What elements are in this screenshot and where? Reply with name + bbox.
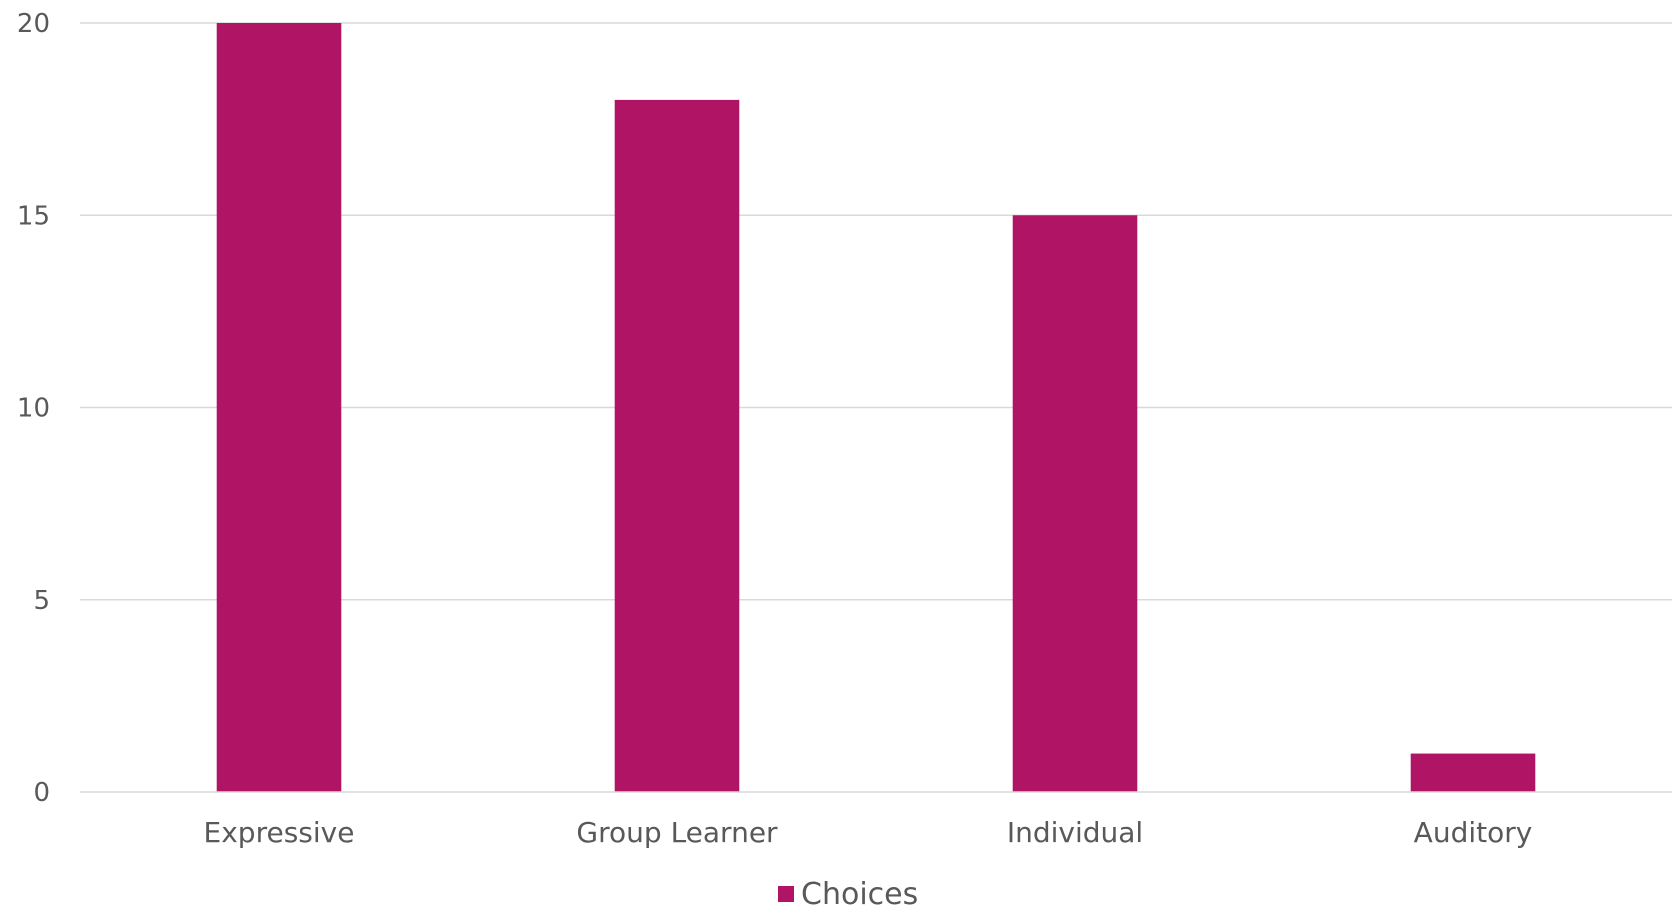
y-tick-label: 15	[17, 201, 50, 231]
y-tick-label: 10	[17, 394, 50, 424]
bar	[1410, 753, 1536, 792]
x-tick-label: Auditory	[1414, 816, 1533, 849]
legend-label: Choices	[801, 877, 918, 912]
y-tick-label: 20	[17, 9, 50, 39]
legend: Choices	[778, 877, 918, 912]
legend-swatch	[778, 886, 794, 902]
y-tick-label: 5	[33, 586, 50, 616]
bars	[216, 23, 1536, 792]
y-axis-ticks: 0 5 10 15 20	[17, 9, 50, 808]
bar	[216, 23, 342, 792]
x-tick-label: Expressive	[204, 816, 355, 849]
bar	[1012, 215, 1138, 792]
bar	[614, 99, 740, 792]
x-tick-label: Individual	[1007, 816, 1143, 849]
x-axis-labels: Expressive Group Learner Individual Auditor…	[204, 816, 1533, 849]
x-tick-label: Group Learner	[576, 816, 778, 849]
y-tick-label: 0	[33, 778, 50, 808]
gridlines	[80, 22, 1672, 601]
